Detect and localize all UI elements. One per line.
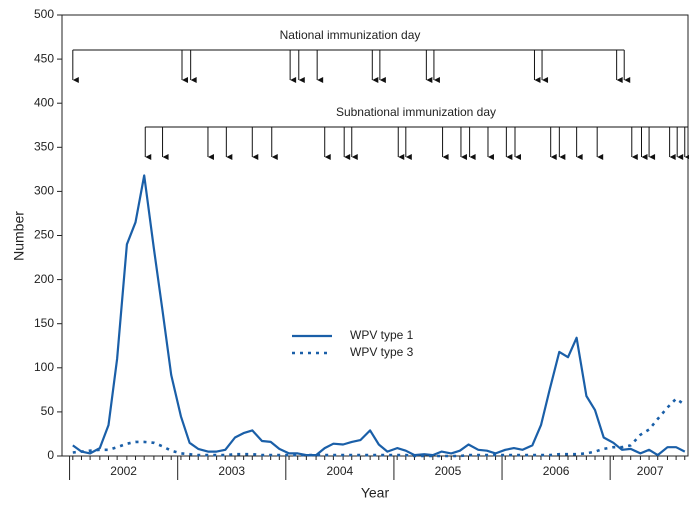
x-tick-label: 2006 <box>543 464 570 478</box>
y-tick-label: 50 <box>41 404 55 418</box>
y-tick-label: 500 <box>34 7 54 21</box>
legend-label: WPV type 3 <box>350 345 414 359</box>
x-tick-label: 2003 <box>218 464 245 478</box>
y-tick-label: 400 <box>34 95 54 109</box>
plot-frame <box>61 14 689 457</box>
y-tick-label: 350 <box>34 139 54 153</box>
y-axis-label: Number <box>11 211 27 261</box>
y-tick-label: 0 <box>47 448 54 462</box>
y-tick-label: 150 <box>34 316 54 330</box>
annotation-label: Subnational immunization day <box>336 105 496 119</box>
x-tick-label: 2007 <box>637 464 664 478</box>
x-tick-label: 2005 <box>435 464 462 478</box>
series-line <box>72 174 686 457</box>
legend-label: WPV type 1 <box>350 328 414 342</box>
x-axis-label: Year <box>361 485 390 501</box>
x-tick-label: 2004 <box>327 464 354 478</box>
y-tick-label: 200 <box>34 272 54 286</box>
x-tick-label: 2002 <box>110 464 137 478</box>
annotation-label: National immunization day <box>280 28 421 42</box>
y-tick-label: 300 <box>34 184 54 198</box>
series-line <box>72 397 686 458</box>
y-tick-label: 100 <box>34 360 54 374</box>
y-tick-label: 450 <box>34 51 54 65</box>
y-tick-label: 250 <box>34 228 54 242</box>
